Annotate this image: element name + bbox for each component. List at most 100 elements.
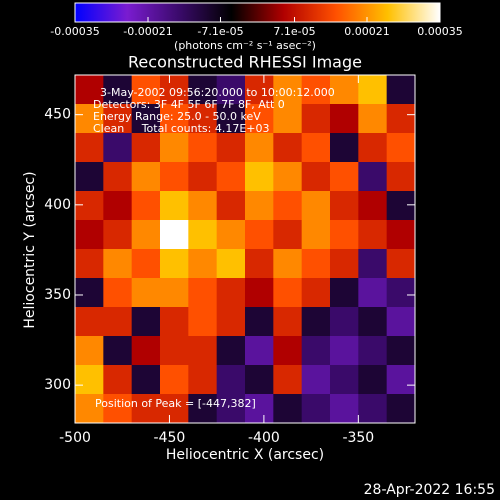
cell [273,394,303,424]
cell [358,249,388,279]
cell [75,220,104,250]
annotation: Clean Total counts: 4.17E+03 [93,122,270,135]
cell [75,278,104,308]
cell [75,394,104,424]
cell [386,307,416,337]
cell [188,365,218,395]
cell [160,75,189,105]
cell [131,220,161,250]
cell [330,162,359,192]
cell [330,75,359,105]
cell [131,278,161,308]
cell [160,104,189,134]
cell [358,191,388,221]
cell [245,104,274,134]
cell [216,75,246,105]
cell [131,75,161,105]
cell [131,162,161,192]
cell [245,191,274,221]
x-tick-label: -400 [248,430,280,446]
cell [245,336,274,366]
cell [245,249,274,279]
cell [330,104,359,134]
cell [301,336,331,366]
cell [188,162,218,192]
cell [273,307,303,337]
cell [188,133,218,163]
colorbar-tick-label: 7.1e-05 [273,25,315,38]
cell [386,365,416,395]
cell [103,394,133,424]
cell [358,133,388,163]
annotation: 3-May-2002 09:56:20.000 to 10:00:12.000 [100,86,335,99]
cell [160,220,189,250]
cell [245,307,274,337]
colorbar-label: (photons cm⁻² s⁻¹ asec⁻²) [174,39,316,52]
cell [358,278,388,308]
cell [273,336,303,366]
cell [301,162,331,192]
cell [358,104,388,134]
cell [245,133,274,163]
cell [330,365,359,395]
cell [216,162,246,192]
cell [188,307,218,337]
cell [103,162,133,192]
cell [188,278,218,308]
cell [103,365,133,395]
cell [273,249,303,279]
colorbar-tick-label: -0.00021 [123,25,172,38]
cell [103,75,133,105]
cell [160,336,189,366]
cell [160,278,189,308]
cell [386,220,416,250]
cell [131,191,161,221]
cell [330,220,359,250]
cell [330,133,359,163]
colorbar [74,2,441,23]
colorbar-tick-label: 0.00035 [417,25,463,38]
cell [216,104,246,134]
x-axis-label: Heliocentric X (arcsec) [166,447,324,463]
x-tick-label: -350 [342,430,374,446]
cell [216,336,246,366]
cell [245,162,274,192]
cell [103,220,133,250]
cell [358,307,388,337]
cell [216,394,246,424]
colorbar-tick-label: -7.1e-05 [197,25,243,38]
cell [273,365,303,395]
cell [358,162,388,192]
cell [245,394,274,424]
cell [188,394,218,424]
cell [245,278,274,308]
image [75,75,416,424]
cell [160,365,189,395]
cell [216,307,246,337]
cell [386,336,416,366]
cell [386,278,416,308]
cell [330,394,359,424]
colorbar-tick-label: -0.00035 [50,25,99,38]
cell [301,278,331,308]
cell [358,336,388,366]
cell [160,249,189,279]
plot-frame [74,74,416,424]
y-tick-label: 400 [44,197,71,213]
cell [188,191,218,221]
cell [188,336,218,366]
cell [131,104,161,134]
cell [103,104,133,134]
cell [301,307,331,337]
x-tick-label: -500 [59,430,91,446]
chart-title: Reconstructed RHESSI Image [128,53,362,72]
cell [160,307,189,337]
cell [301,249,331,279]
cell [358,365,388,395]
cell [160,162,189,192]
cell [330,191,359,221]
cell [188,220,218,250]
cell [245,220,274,250]
